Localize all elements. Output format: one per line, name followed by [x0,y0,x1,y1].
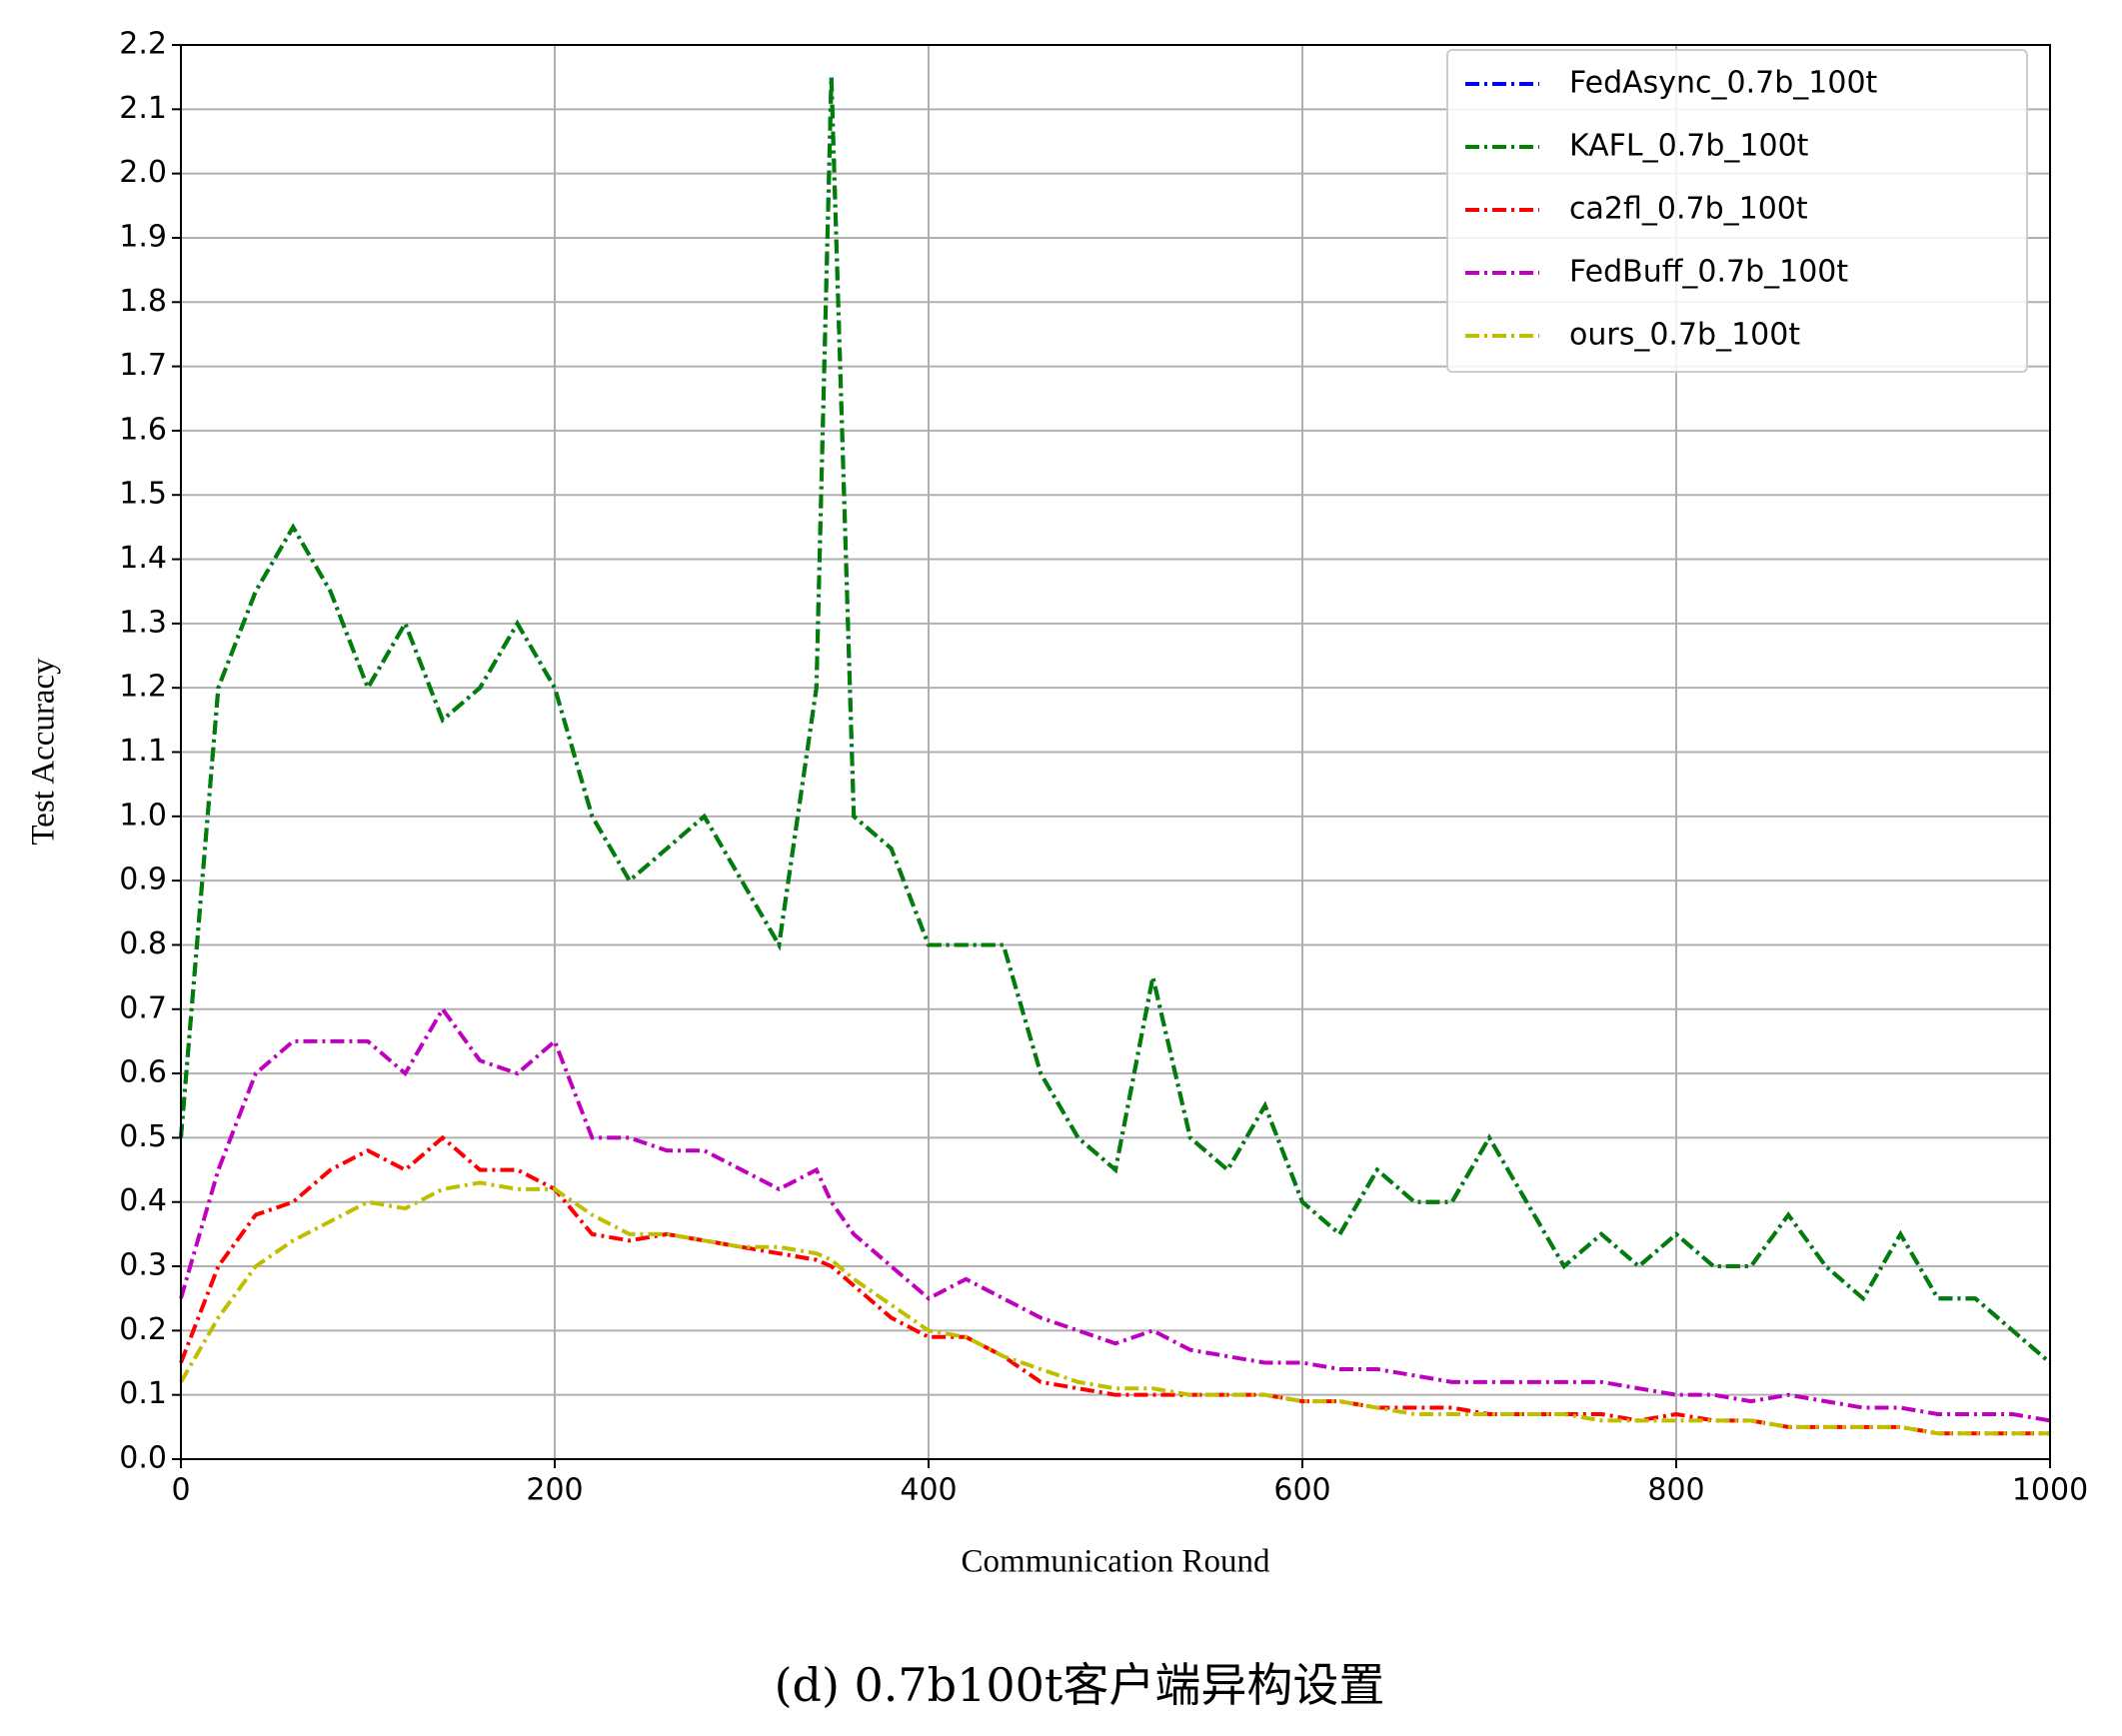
y-tick-label: 0.0 [119,1441,167,1476]
x-tick-label: 800 [1647,1473,1704,1508]
x-tick-label: 0 [171,1473,190,1508]
y-tick-label: 1.7 [119,348,167,383]
y-tick-label: 0.8 [119,926,167,961]
y-tick-label: 0.9 [119,863,167,897]
y-tick-label: 0.4 [119,1183,167,1218]
series-line [179,77,2052,1365]
x-tick-label: 600 [1273,1473,1330,1508]
legend-label: FedAsync_0.7b_100t [1569,66,1878,101]
y-tick-label: 1.8 [119,284,167,319]
x-axis-label: Communication Round [962,1544,1270,1580]
x-tick-label: 200 [526,1473,583,1508]
y-tick-label: 0.1 [119,1376,167,1411]
y-tick-label: 1.5 [119,477,167,512]
series-line [179,1005,2051,1423]
y-axis-label: Test Accuracy [26,658,62,846]
legend-label: ca2fl_0.7b_100t [1569,192,1808,227]
y-tick-label: 2.0 [119,155,167,190]
y-tick-label: 1.4 [119,541,167,576]
series-line [179,1134,2050,1436]
y-tick-label: 1.1 [119,734,167,769]
caption: (d) 0.7b100t客户端异构设置 [775,1658,1385,1712]
y-tick-label: 1.0 [119,798,167,833]
plot-frame [180,44,2051,1460]
y-tick-label: 2.1 [119,91,167,126]
y-tick-label: 0.2 [119,1312,167,1347]
y-tick-label: 0.6 [119,1055,167,1090]
y-tick-label: 1.6 [119,412,167,447]
y-tick-label: 1.2 [119,670,167,705]
y-tick-label: 0.5 [119,1119,167,1154]
legend-label: FedBuff_0.7b_100t [1569,255,1848,290]
x-tick-label: 1000 [2012,1473,2088,1508]
y-tick-label: 0.7 [119,990,167,1025]
y-tick-label: 2.2 [119,27,167,62]
legend-box [1446,49,2028,373]
y-tick-label: 0.3 [119,1248,167,1283]
y-tick-label: 1.3 [119,605,167,640]
legend-label: ours_0.7b_100t [1569,318,1800,353]
y-tick-label: 1.9 [119,219,167,254]
x-tick-label: 400 [900,1473,957,1508]
legend-label: KAFL_0.7b_100t [1569,129,1809,164]
